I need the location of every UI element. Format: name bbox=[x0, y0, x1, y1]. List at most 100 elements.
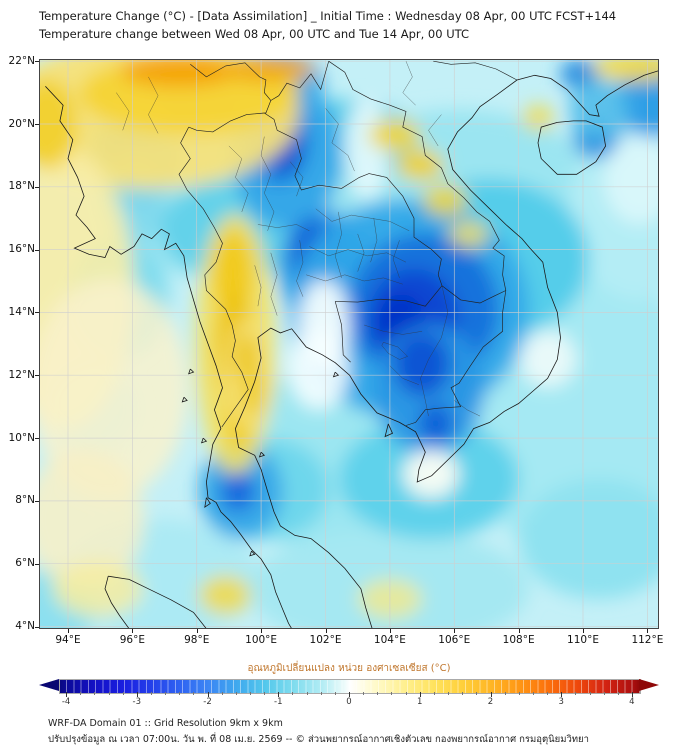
lon-tick-mark bbox=[196, 629, 198, 633]
colorbar-tick-mark bbox=[631, 692, 633, 697]
colorbar-tick-mark bbox=[419, 692, 421, 697]
lon-tick-label: 104°E bbox=[373, 634, 406, 646]
lat-tick-mark bbox=[35, 124, 39, 125]
lon-tick-label: 100°E bbox=[245, 634, 278, 646]
lat-tick-mark bbox=[35, 61, 39, 63]
lat-tick-label: 14°N bbox=[8, 305, 35, 318]
colorbar-tick-mark bbox=[179, 692, 181, 695]
lon-tick-mark bbox=[132, 629, 134, 633]
lon-tick-mark bbox=[325, 629, 327, 633]
lat-tick-label: 12°N bbox=[8, 368, 35, 381]
colorbar-right-arrow-icon bbox=[639, 679, 659, 691]
lat-tick-mark bbox=[35, 563, 39, 565]
lon-tick-mark bbox=[518, 629, 520, 633]
colorbar-tick-mark bbox=[363, 692, 365, 695]
colorbar-tick-mark bbox=[532, 692, 534, 695]
colorbar-tick-mark bbox=[250, 692, 251, 695]
colorbar-tick-mark bbox=[151, 692, 152, 695]
lat-tick-label: 18°N bbox=[8, 180, 35, 193]
lat-tick-label: 4°N bbox=[15, 619, 35, 632]
page-subtitle: Temperature change between Wed 08 Apr, 0… bbox=[39, 27, 469, 41]
colorbar-tick-mark bbox=[193, 692, 195, 695]
colorbar-tick-mark bbox=[504, 692, 506, 695]
lat-tick-label: 22°N bbox=[8, 54, 35, 67]
lat-tick-label: 6°N bbox=[15, 557, 35, 570]
lat-tick-mark bbox=[35, 500, 39, 502]
colorbar-tick-mark bbox=[547, 692, 548, 695]
lon-tick-label: 102°E bbox=[309, 634, 342, 646]
lat-tick-label: 8°N bbox=[15, 494, 35, 507]
colorbar-tick-mark bbox=[80, 692, 82, 695]
colorbar-tick-mark bbox=[349, 692, 350, 697]
lon-tick-label: 96°E bbox=[119, 634, 145, 646]
lat-tick-label: 10°N bbox=[8, 431, 35, 444]
colorbar-tick-label: 0 bbox=[346, 697, 352, 707]
page-title: Temperature Change (°C) - [Data Assimila… bbox=[39, 9, 617, 23]
colorbar-tick-mark bbox=[306, 692, 308, 695]
colorbar-tick-mark bbox=[391, 692, 393, 695]
colorbar-tick-mark bbox=[94, 692, 96, 695]
footer-update-info: ปรับปรุงข้อมูล ณ เวลา 07:00น. วัน พ. ที่… bbox=[48, 734, 589, 745]
colorbar bbox=[39, 679, 659, 694]
colorbar-tick-mark bbox=[122, 692, 124, 695]
colorbar-tick-mark bbox=[207, 692, 209, 697]
lat-tick-label: 20°N bbox=[8, 117, 35, 130]
lat-tick-mark bbox=[35, 186, 39, 188]
colorbar-tick-mark bbox=[561, 692, 563, 697]
colorbar-tick-label: -2 bbox=[203, 697, 212, 707]
colorbar-tick-label: -4 bbox=[61, 697, 71, 707]
lon-tick-label: 106°E bbox=[438, 634, 471, 646]
colorbar-segments bbox=[60, 680, 640, 693]
colorbar-tick-mark bbox=[377, 692, 379, 695]
colorbar-tick-mark bbox=[462, 692, 464, 695]
lat-tick-mark bbox=[35, 375, 39, 377]
lon-tick-label: 112°E bbox=[631, 634, 664, 646]
colorbar-tick-label: 3 bbox=[558, 697, 564, 707]
lat-tick-mark bbox=[35, 438, 39, 440]
colorbar-tick-mark bbox=[136, 692, 138, 697]
lon-tick-mark bbox=[389, 629, 391, 633]
footer-domain-info: WRF-DA Domain 01 :: Grid Resolution 9km … bbox=[48, 718, 283, 729]
temperature-field-svg bbox=[39, 59, 659, 629]
colorbar-tick-mark bbox=[476, 692, 478, 695]
colorbar-tick-mark bbox=[490, 692, 492, 697]
colorbar-tick-mark bbox=[448, 692, 449, 695]
colorbar-tick-mark bbox=[165, 692, 167, 695]
lat-tick-mark bbox=[35, 626, 39, 628]
colorbar-tick-mark bbox=[292, 692, 294, 695]
lon-tick-label: 98°E bbox=[184, 634, 210, 646]
colorbar-tick-label: 4 bbox=[629, 697, 635, 707]
colorbar-tick-mark bbox=[405, 692, 407, 695]
lon-tick-mark bbox=[583, 629, 584, 633]
lat-tick-label: 16°N bbox=[8, 243, 35, 256]
lon-tick-mark bbox=[454, 629, 456, 633]
colorbar-tick-mark bbox=[108, 692, 110, 695]
colorbar-tick-mark bbox=[617, 692, 619, 695]
colorbar-tick-mark bbox=[575, 692, 577, 695]
colorbar-tick-mark bbox=[320, 692, 322, 695]
colorbar-tick-mark bbox=[66, 692, 68, 697]
colorbar-tick-mark bbox=[278, 692, 280, 697]
lat-tick-mark bbox=[35, 249, 39, 251]
lon-tick-label: 94°E bbox=[55, 634, 81, 646]
lon-tick-label: 110°E bbox=[567, 634, 599, 646]
colorbar-tick-label: 1 bbox=[416, 697, 423, 707]
lon-tick-mark bbox=[68, 629, 69, 633]
colorbar-gradient bbox=[59, 679, 641, 694]
colorbar-tick-label: 2 bbox=[487, 697, 494, 707]
lat-tick-mark bbox=[35, 312, 39, 314]
colorbar-tick-mark bbox=[334, 692, 336, 695]
colorbar-tick-label: -3 bbox=[132, 697, 142, 707]
colorbar-tick-mark bbox=[603, 692, 605, 695]
colorbar-tick-mark bbox=[518, 692, 520, 695]
map-canvas bbox=[39, 59, 659, 629]
colorbar-ticks: -4 -3 -2 -1 0 1 2 3 4 bbox=[39, 692, 659, 708]
lon-tick-mark bbox=[261, 629, 263, 633]
lon-tick-mark bbox=[647, 629, 649, 633]
colorbar-tick-mark bbox=[264, 692, 266, 695]
colorbar-label: อุณหภูมิเปลี่ยนแปลง หน่วย องศาเซลเซียส (… bbox=[247, 663, 451, 674]
colorbar-tick-mark bbox=[589, 692, 591, 695]
colorbar-tick-mark bbox=[433, 692, 435, 695]
colorbar-tick-mark bbox=[221, 692, 223, 695]
